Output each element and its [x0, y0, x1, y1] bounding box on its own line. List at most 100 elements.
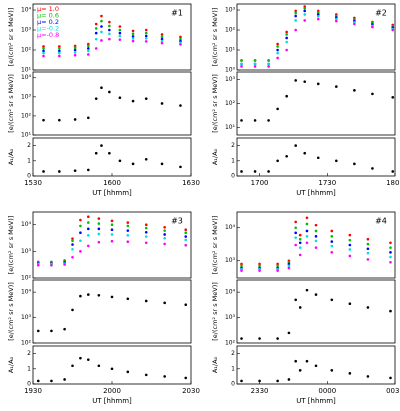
data-point: [253, 65, 257, 68]
x-tick-label: 1730: [318, 179, 336, 187]
y-tick-label: 0: [27, 381, 31, 388]
data-point: [348, 248, 352, 251]
data-point: [184, 228, 188, 231]
data-point: [276, 337, 279, 340]
data-point: [163, 375, 166, 378]
y-axis-label: [e/(cm² sr s MeV)]: [7, 216, 15, 275]
y-tick-label: 10³: [21, 248, 32, 255]
x-tick-label: 1800: [386, 179, 400, 187]
data-point: [87, 47, 90, 50]
data-point: [330, 244, 334, 248]
data-point: [303, 5, 307, 8]
data-point: [126, 221, 130, 224]
y-tick-label: 10³: [225, 76, 236, 83]
data-point: [303, 7, 307, 10]
legend-entry: μ= 0.2: [37, 18, 59, 26]
legend-entry: μ=-0.8: [37, 31, 59, 39]
data-point: [305, 235, 309, 238]
y-axis-label: A₁/A₀: [211, 356, 219, 373]
data-point: [305, 222, 309, 226]
data-point: [366, 375, 370, 378]
data-point: [144, 235, 148, 238]
data-point: [285, 30, 288, 34]
data-point: [97, 227, 101, 231]
data-point: [71, 243, 74, 246]
data-point: [73, 44, 77, 48]
data-point: [110, 367, 114, 371]
data-point: [303, 13, 307, 16]
data-point: [389, 255, 392, 259]
data-point: [118, 159, 122, 163]
plot-frame: [236, 211, 396, 279]
data-point: [144, 299, 148, 303]
data-point: [163, 225, 166, 229]
data-point: [73, 48, 77, 52]
x-axis-label: UT [hhmm]: [296, 397, 336, 405]
data-point: [285, 154, 288, 158]
data-point: [97, 222, 101, 225]
data-point: [366, 306, 370, 309]
y-tick-label: 10³: [21, 27, 32, 34]
data-point: [58, 118, 61, 122]
data-point: [118, 31, 122, 35]
data-point: [253, 170, 257, 173]
y-tick-label: 10²: [21, 340, 32, 347]
data-point: [87, 227, 90, 231]
data-point: [163, 301, 166, 305]
data-point: [144, 373, 148, 377]
data-point: [287, 264, 291, 268]
legend-entry: μ= 0.6: [37, 12, 59, 20]
data-point: [94, 97, 98, 100]
data-point: [87, 53, 90, 56]
data-point: [97, 294, 101, 297]
y-tick-label: 0: [231, 381, 235, 388]
data-point: [389, 246, 392, 249]
data-point: [100, 86, 103, 90]
data-point: [42, 49, 45, 53]
data-point: [63, 327, 66, 331]
data-point: [294, 236, 297, 239]
data-point: [240, 170, 243, 173]
data-point: [71, 237, 74, 240]
x-tick-label: 1700: [251, 179, 269, 187]
y-tick-label: 0: [231, 173, 235, 180]
x-tick-label: 0000: [318, 387, 336, 395]
data-point: [58, 45, 61, 48]
data-point: [100, 30, 103, 34]
data-point: [87, 49, 90, 53]
y-tick-label: 10⁴: [21, 289, 32, 296]
data-point: [36, 329, 40, 333]
data-point: [163, 229, 166, 232]
x-tick-label: 1930: [24, 387, 42, 395]
data-point: [184, 238, 188, 242]
data-point: [58, 51, 61, 55]
data-point: [366, 237, 370, 241]
data-point: [97, 240, 101, 244]
data-point: [131, 162, 135, 166]
data-point: [79, 239, 82, 243]
data-point: [294, 28, 297, 32]
data-point: [285, 48, 288, 52]
y-tick-label: 10²: [21, 275, 32, 282]
y-tick-label: 10²: [225, 27, 236, 34]
data-point: [294, 144, 297, 147]
data-point: [131, 39, 135, 43]
data-point: [294, 9, 297, 13]
data-point: [366, 251, 370, 255]
data-point: [144, 31, 148, 35]
panel-label: #4: [375, 217, 387, 226]
data-point: [126, 224, 130, 228]
y-axis-label: [e/(cm² sr s MeV)]: [211, 8, 219, 67]
legend-entry: μ=-0.2: [37, 25, 59, 33]
data-point: [305, 359, 309, 363]
plot-frame: [32, 137, 192, 177]
data-point: [240, 262, 243, 266]
data-point: [118, 96, 122, 100]
y-tick-label: 10³: [21, 93, 32, 100]
data-point: [330, 251, 334, 254]
y-tick-label: 10³: [225, 314, 236, 321]
data-point: [348, 233, 352, 237]
data-point: [94, 47, 98, 50]
plot-frame: [236, 3, 396, 71]
